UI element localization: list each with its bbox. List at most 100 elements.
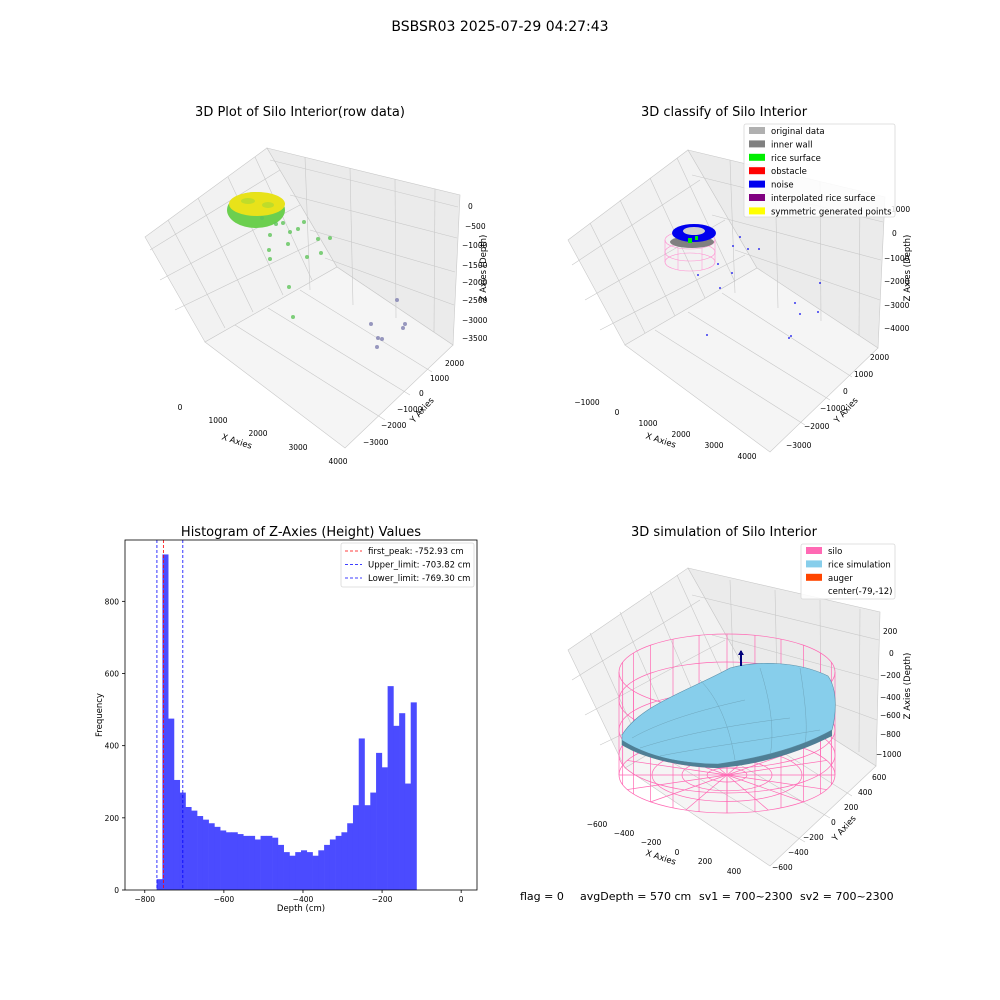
panel4-auger [738,650,744,666]
sv1-text: sv1 = 700~2300 [699,890,793,903]
histogram-x-label: Depth (cm) [277,904,325,914]
panel4-y-ticks: 600 400 200 0 −200 −400 −600 [772,773,887,872]
p1-xtick: 0 [178,403,183,412]
p4-ztick: −200 [880,671,901,680]
scatter-point [375,345,379,349]
y-tick-label: 800 [105,597,120,606]
histogram-bar [277,844,284,890]
panel-raw-3d-plot: 3D Plot of Silo Interior(row data) 0 10 [144,105,489,466]
p2-ztick: 0 [892,229,897,238]
noise-point [794,302,796,304]
p4-xtick: −200 [641,838,662,847]
p1-ytick: −2000 [381,421,407,430]
legend-label: Upper_limit: -703.82 cm [368,561,471,571]
histogram-bar [237,834,244,890]
panel1-title: 3D Plot of Silo Interior(row data) [195,105,405,120]
p2-ztick: −4000 [884,324,910,333]
histogram-bar [220,830,227,890]
noise-point [697,274,699,276]
p1-ytick: 0 [419,389,424,398]
histogram-bar [243,835,250,890]
panel1-x-ticks: 0 1000 2000 3000 4000 [178,403,348,466]
histogram-bar [272,837,279,890]
histogram-bar [249,835,256,890]
p1-ztick: −2500 [462,296,488,305]
histogram-y-label: Frequency [95,693,105,737]
histogram-bar [376,752,383,890]
noise-point [788,337,790,339]
p1-ztick: −3500 [462,334,488,343]
scatter-point [369,322,373,326]
p2-xtick: 4000 [737,452,756,461]
histogram-bar [381,767,388,890]
p1-xtick: 4000 [328,457,347,466]
panel4-x-ticks: −600 −400 −200 0 200 400 [587,820,742,876]
histogram-bar [156,879,163,890]
noise-point [717,263,719,265]
histogram-bar [312,855,319,890]
histogram-bar [364,805,371,890]
panel1-y-ticks: 2000 1000 0 −1000 −2000 −3000 [363,359,464,447]
histogram-bar [306,852,313,890]
x-tick-label: −800 [134,895,155,904]
p4-ztick: −400 [880,693,901,702]
p4-ytick: 600 [872,773,887,782]
panel1-surface [227,192,285,228]
scatter-point [316,237,320,241]
silo-floor-ring [706,767,748,783]
p1-xtick: 1000 [208,416,227,425]
sv2-text: sv2 = 700~2300 [800,890,894,903]
p2-ytick: −1000 [820,404,846,413]
p2-ytick: 0 [843,387,848,396]
p1-ytick: −3000 [363,438,389,447]
p4-xtick: −600 [587,820,608,829]
x-tick-label: −200 [372,895,393,904]
silo-floor-spoke [627,760,728,776]
scatter-point [286,242,290,246]
scatter-point [302,220,306,224]
panel2-z-ticks: 1000 0 −1000 −2000 −3000 −4000 [884,205,910,333]
legend-label: noise [771,181,794,191]
histogram-bar [335,835,342,890]
scatter-point [296,227,300,231]
scatter-point [287,285,291,289]
footer-stats: flag = 0 avgDepth = 570 cm sv1 = 700~230… [520,890,894,903]
legend-label: first_peak: -752.93 cm [368,547,464,557]
histogram-bar [231,832,238,890]
p2-ztick: −1000 [884,254,910,263]
scatter-point [281,221,285,225]
legend-swatch [749,180,765,188]
noise-point [817,311,819,313]
p2-ytick: −2000 [804,422,830,431]
p1-ztick: −1000 [462,241,488,250]
noise-point [732,245,734,247]
histogram-bar [254,839,261,890]
histogram-bar [191,810,198,890]
p1-ytick: 1000 [430,374,449,383]
histogram-bar [358,738,365,890]
panel4-legend: silo rice simulation auger center(-79,-12) [800,543,896,600]
p4-ytick: −600 [772,863,793,872]
p2-ytick: −3000 [786,441,812,450]
scatter-point [260,216,264,220]
panel2-silo-object [664,224,716,272]
p2-ztick: 1000 [891,205,910,214]
legend-label: rice simulation [828,560,891,570]
panel2-noise-points [697,236,821,339]
histogram-y-ticks: 0 200 400 600 800 [105,597,125,895]
histogram-bar [393,725,400,890]
p2-xtick: 3000 [704,441,723,450]
p1-ytick: −1000 [397,405,423,414]
panel4-x-label: X Axies [644,848,677,867]
legend-swatch [806,573,822,581]
histogram-frame [124,539,478,891]
legend-label: symmetric generated points [771,207,892,217]
p1-ztick: −500 [465,222,486,231]
histogram-bar [266,835,273,890]
legend-swatch [806,547,822,554]
histogram-bar [214,826,221,890]
legend-label: original data [771,127,825,137]
scatter-point [305,255,309,259]
legend-swatch [749,207,765,215]
